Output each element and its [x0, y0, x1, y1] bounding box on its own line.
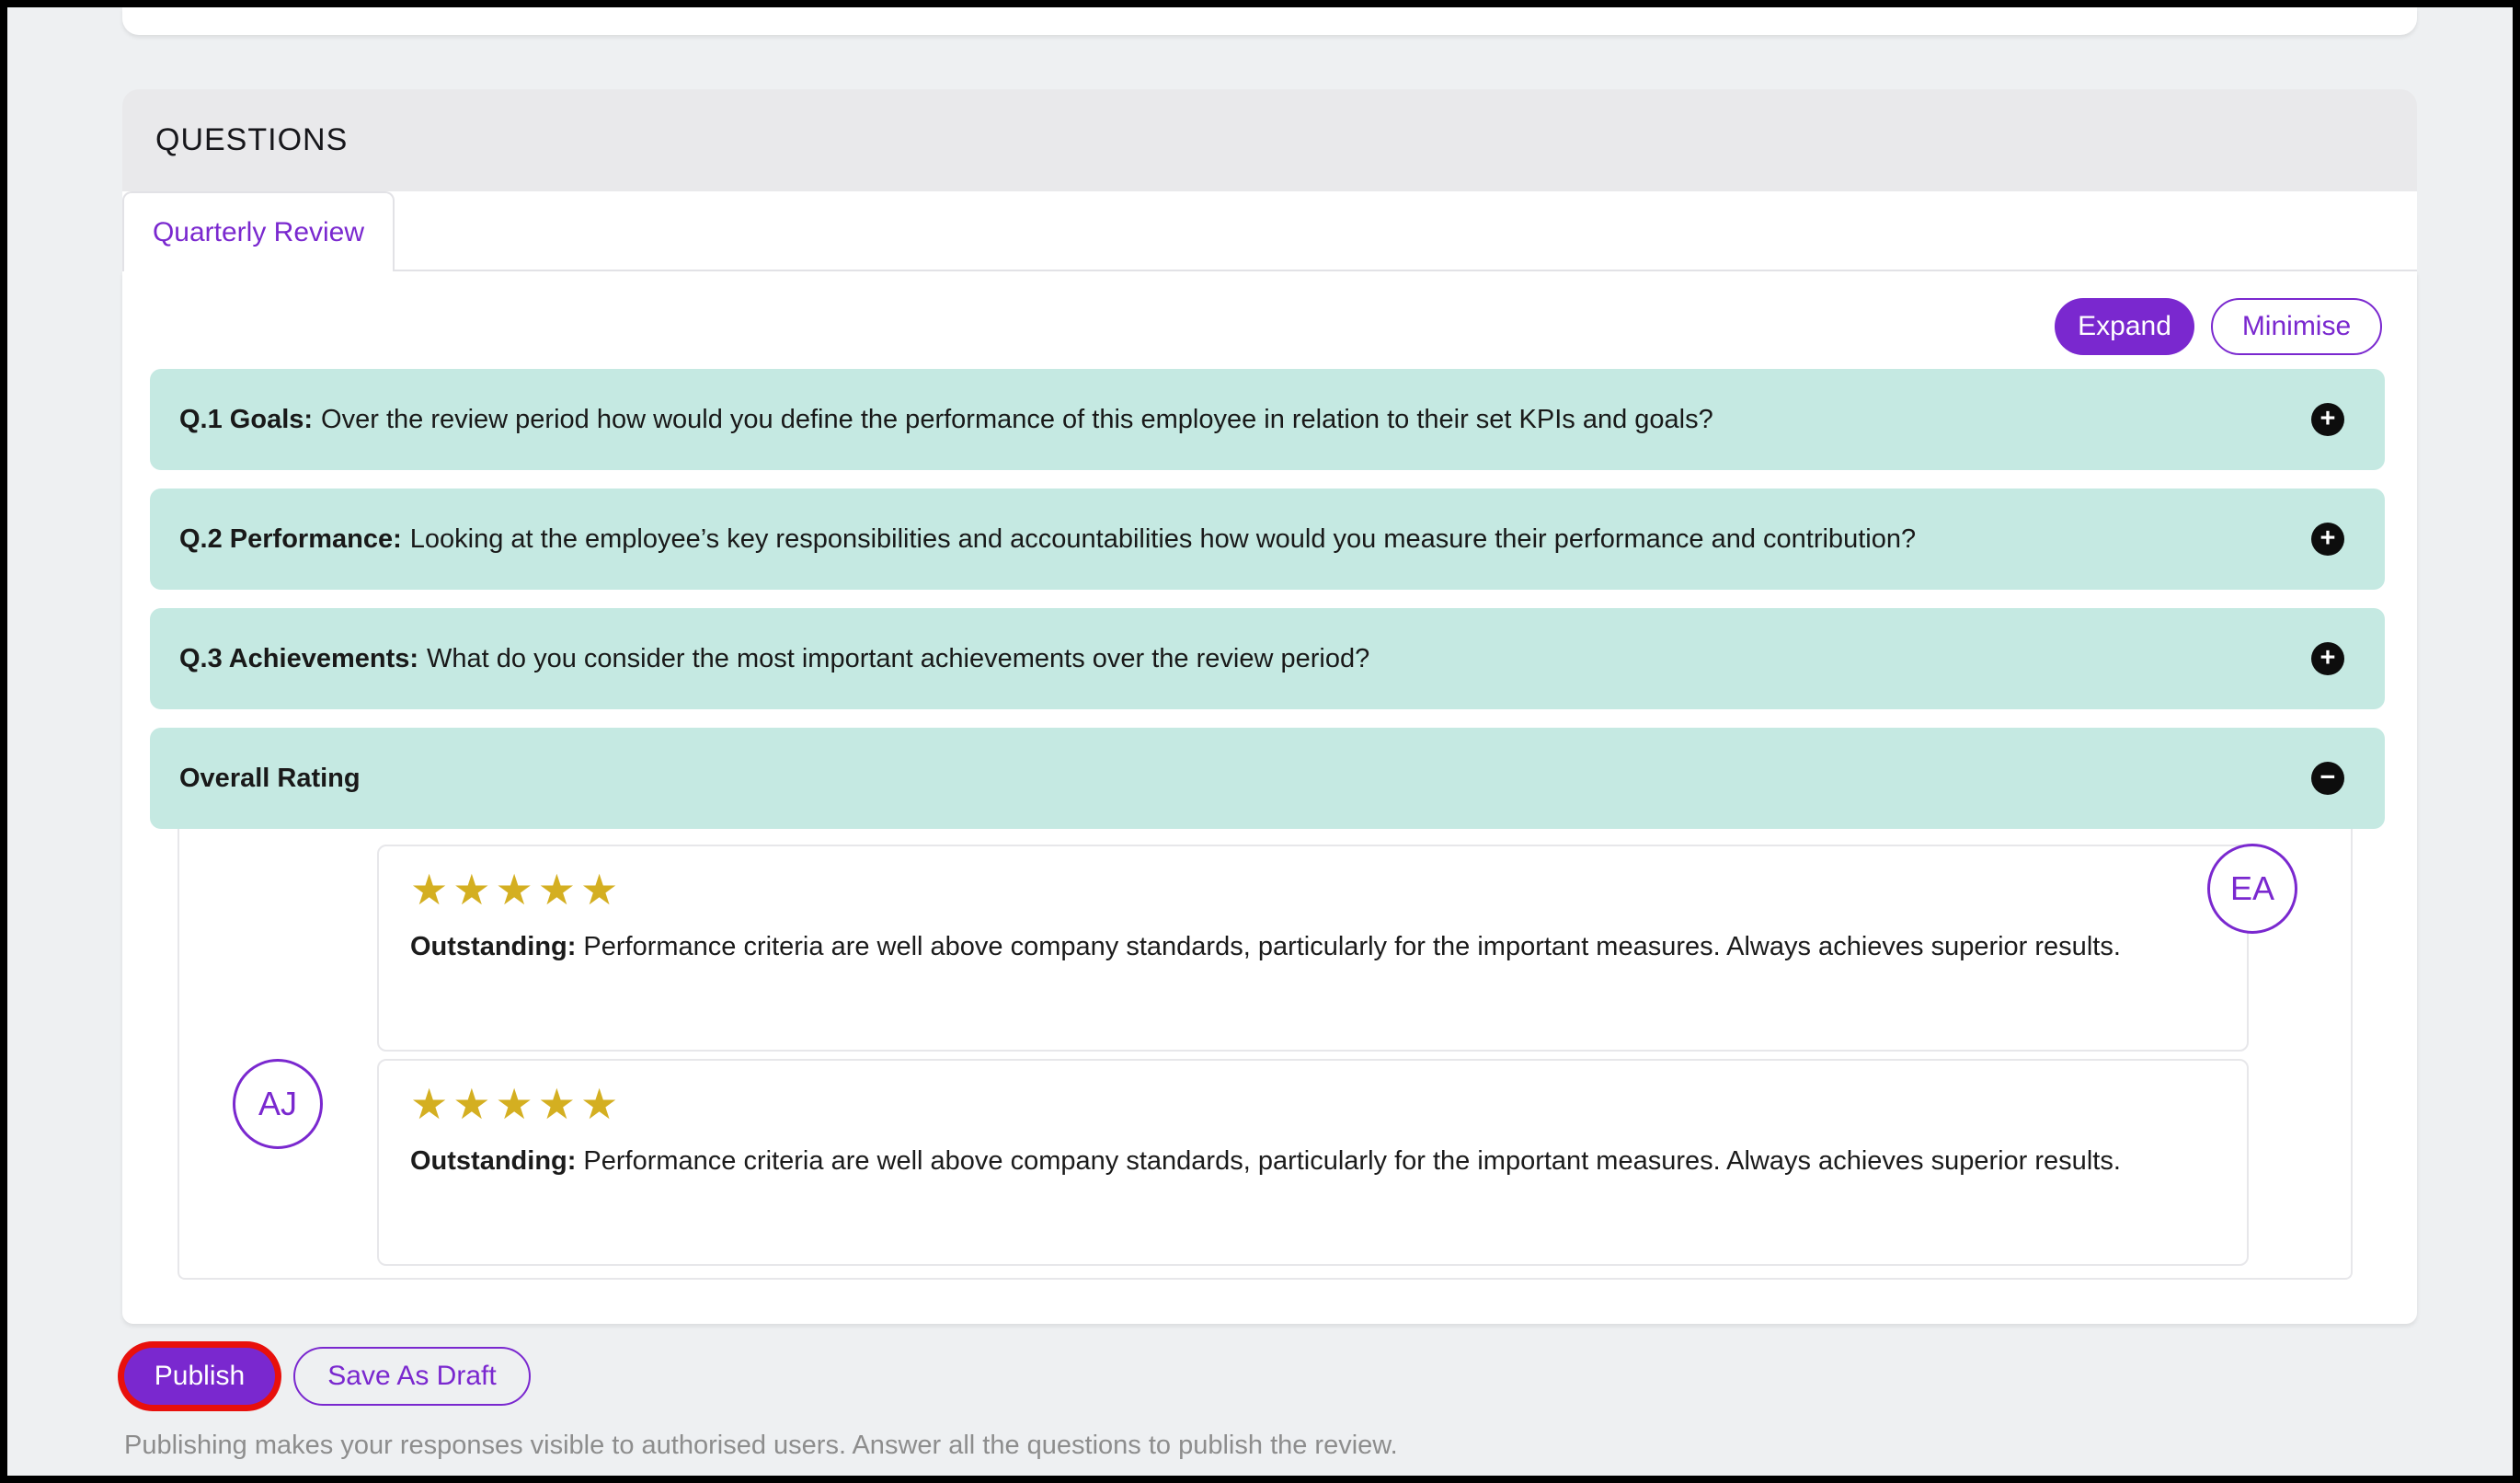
publish-help-text: Publishing makes your responses visible …	[124, 1431, 1398, 1460]
question-body: Over the review period how would you def…	[321, 404, 1713, 434]
star-icon: ★	[452, 1080, 496, 1128]
question-text: Q.1 Goals: Over the review period how wou…	[179, 405, 2311, 435]
overall-rating-expanded-section: ★★★★★ Outstanding: Performance criteria a…	[178, 829, 2353, 1280]
previous-card-bottom-edge	[122, 7, 2417, 35]
rating-label: Outstanding:	[410, 1146, 577, 1176]
questions-section-title: QUESTIONS	[155, 122, 349, 157]
question-prefix: Q.3 Achievements:	[179, 643, 419, 673]
overall-rating-title: Overall Rating	[179, 763, 361, 793]
five-star-rating: ★★★★★	[410, 868, 2216, 911]
footer-actions: Publish Save As Draft Publishing makes y…	[124, 1347, 1398, 1461]
questions-panel-header: QUESTIONS	[122, 89, 2417, 191]
question-row-performance[interactable]: Q.2 Performance: Looking at the employee’…	[150, 489, 2385, 590]
star-icon: ★	[452, 866, 496, 914]
questions-panel: QUESTIONS Quarterly Review Expand Minimi…	[122, 89, 2417, 1324]
question-body: What do you consider the most important …	[427, 643, 1370, 673]
question-prefix: Q.1 Goals:	[179, 404, 314, 434]
star-icon: ★	[410, 866, 453, 914]
rating-description: Outstanding: Performance criteria are wel…	[410, 932, 2121, 961]
plus-icon[interactable]: +	[2311, 642, 2344, 675]
avatar-initials: AJ	[258, 1085, 297, 1122]
footer-buttons: Publish Save As Draft	[124, 1347, 1398, 1406]
question-rows: Q.1 Goals: Over the review period how wou…	[150, 369, 2385, 1280]
tab-label: Quarterly Review	[152, 216, 365, 247]
question-prefix: Q.2 Performance:	[179, 523, 402, 554]
five-star-rating: ★★★★★	[410, 1083, 2216, 1125]
star-icon: ★	[410, 1080, 453, 1128]
star-icon: ★	[495, 1080, 538, 1128]
rating-response-card: ★★★★★ Outstanding: Performance criteria a…	[377, 845, 2249, 1052]
star-icon: ★	[537, 1080, 580, 1128]
question-text: Q.3 Achievements: What do you consider th…	[179, 644, 2311, 674]
minimise-all-button[interactable]: Minimise	[2211, 298, 2382, 355]
avatar-initials: EA	[2229, 869, 2275, 907]
question-row-achievements[interactable]: Q.3 Achievements: What do you consider th…	[150, 608, 2385, 709]
question-body: Looking at the employee’s key responsibi…	[409, 523, 1917, 554]
question-text: Q.2 Performance: Looking at the employee’…	[179, 524, 2311, 555]
toolbar: Expand Minimise	[122, 271, 2417, 355]
overall-rating-row[interactable]: Overall Rating −	[150, 728, 2385, 829]
star-icon: ★	[495, 866, 538, 914]
avatar: AJ	[233, 1059, 323, 1149]
rating-response-card: ★★★★★ Outstanding: Performance criteria a…	[377, 1059, 2249, 1266]
star-icon: ★	[580, 1080, 624, 1128]
question-row-goals[interactable]: Q.1 Goals: Over the review period how wou…	[150, 369, 2385, 470]
minus-icon[interactable]: −	[2311, 762, 2344, 795]
rating-description: Outstanding: Performance criteria are wel…	[410, 1146, 2121, 1176]
questions-content: Expand Minimise Q.1 Goals: Over the revie…	[122, 271, 2417, 1324]
tab-quarterly-review[interactable]: Quarterly Review	[122, 191, 395, 271]
publish-button[interactable]: Publish	[124, 1348, 275, 1405]
tab-bar: Quarterly Review	[122, 191, 2417, 271]
plus-icon[interactable]: +	[2311, 403, 2344, 436]
expand-all-button[interactable]: Expand	[2055, 298, 2194, 355]
rating-label: Outstanding:	[410, 932, 577, 961]
save-as-draft-button[interactable]: Save As Draft	[293, 1347, 531, 1406]
plus-icon[interactable]: +	[2311, 523, 2344, 556]
avatar: EA	[2207, 844, 2297, 934]
star-icon: ★	[537, 866, 580, 914]
star-icon: ★	[580, 866, 624, 914]
